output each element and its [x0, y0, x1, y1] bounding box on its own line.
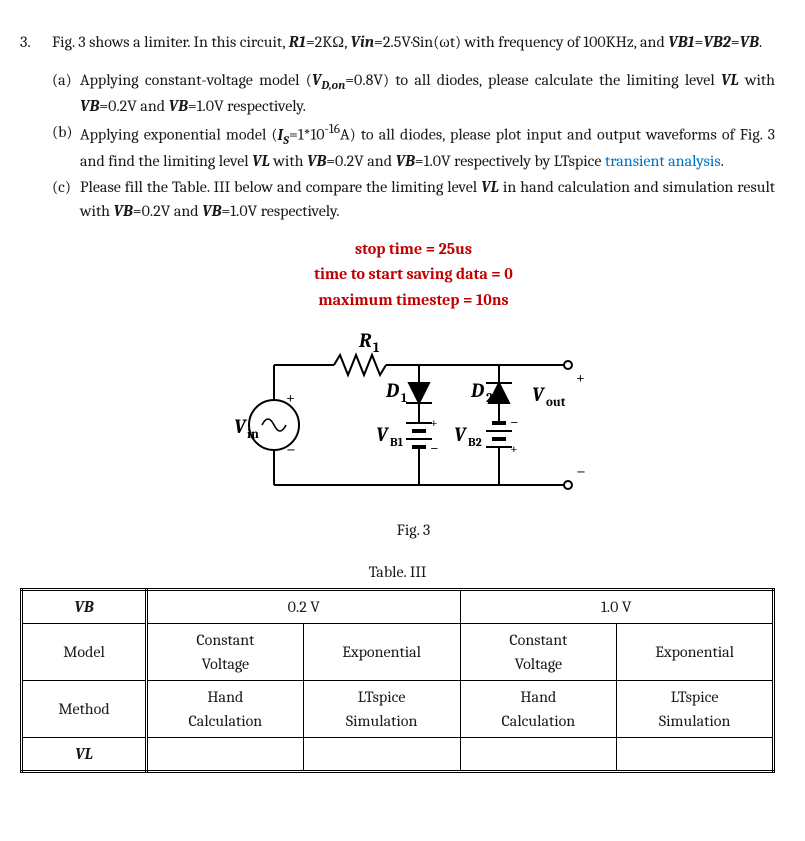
- cell-empty: [460, 738, 617, 772]
- cell-hand: HandCalculation: [460, 681, 617, 738]
- simulation-params: stop time = 25us time to start saving da…: [52, 237, 775, 314]
- svg-text:V: V: [454, 423, 468, 446]
- cell-cv: ConstantVoltage: [147, 624, 304, 681]
- svg-text:+: +: [286, 389, 295, 407]
- header-vb2: 1.0 V: [460, 590, 774, 624]
- part-c: (c) Please fill the Table. III below and…: [52, 175, 775, 223]
- circuit-svg: R 1 V in + − D 1 D 2 V B1 + − V B2 − + V…: [224, 325, 604, 505]
- sub-parts: (a) Applying constant-voltage model (VD,…: [52, 68, 775, 223]
- svg-text:B1: B1: [390, 435, 404, 449]
- part-b: (b) Applying exponential model (IS=1*10-…: [52, 120, 775, 173]
- svg-text:−: −: [286, 439, 296, 460]
- cell-empty: [147, 738, 304, 772]
- svg-text:−: −: [576, 461, 586, 482]
- table-row: Model ConstantVoltage Exponential Consta…: [22, 624, 774, 681]
- part-text: Applying exponential model (IS=1*10-16A)…: [80, 120, 775, 173]
- svg-text:V: V: [234, 415, 248, 438]
- svg-text:R: R: [358, 329, 372, 352]
- svg-text:V: V: [532, 383, 546, 406]
- cell-empty: [617, 738, 774, 772]
- svg-text:+: +: [430, 414, 438, 431]
- table-row: VB 0.2 V 1.0 V: [22, 590, 774, 624]
- cell-empty: [303, 738, 460, 772]
- sim-line-2: time to start saving data = 0: [52, 262, 775, 288]
- svg-text:1: 1: [373, 339, 380, 356]
- question-intro: Fig. 3 shows a limiter. In this circuit,…: [52, 30, 775, 54]
- svg-text:B2: B2: [468, 435, 482, 449]
- table-row: VL: [22, 738, 774, 772]
- table-row: Method HandCalculation LTspiceSimulation…: [22, 681, 774, 738]
- table-caption: Table. III: [20, 560, 775, 584]
- circuit-diagram: R 1 V in + − D 1 D 2 V B1 + − V B2 − + V…: [52, 325, 775, 512]
- svg-text:+: +: [510, 440, 518, 457]
- header-vl: VL: [22, 738, 147, 772]
- sim-line-3: maximum timestep = 10ns: [52, 288, 775, 314]
- part-tag: (b): [52, 120, 80, 173]
- part-tag: (c): [52, 175, 80, 223]
- header-vb: VB: [22, 590, 147, 624]
- question-3: 3. Fig. 3 shows a limiter. In this circu…: [20, 30, 775, 554]
- sim-line-1: stop time = 25us: [52, 237, 775, 263]
- header-vb1: 0.2 V: [147, 590, 461, 624]
- cell-exp: Exponential: [303, 624, 460, 681]
- svg-text:D: D: [385, 379, 399, 402]
- cell-hand: HandCalculation: [147, 681, 304, 738]
- svg-text:−: −: [430, 439, 439, 457]
- svg-text:V: V: [376, 423, 390, 446]
- question-number: 3.: [20, 30, 52, 554]
- svg-text:−: −: [510, 413, 519, 431]
- svg-text:D: D: [470, 379, 484, 402]
- question-body: Fig. 3 shows a limiter. In this circuit,…: [52, 30, 775, 554]
- results-table: VB 0.2 V 1.0 V Model ConstantVoltage Exp…: [20, 588, 775, 773]
- svg-text:in: in: [247, 427, 259, 442]
- cell-lts: LTspiceSimulation: [303, 681, 460, 738]
- figure-caption: Fig. 3: [52, 518, 775, 542]
- svg-text:out: out: [546, 395, 566, 410]
- part-tag: (a): [52, 68, 80, 118]
- header-method: Method: [22, 681, 147, 738]
- svg-text:1: 1: [401, 391, 407, 406]
- part-a: (a) Applying constant-voltage model (VD,…: [52, 68, 775, 118]
- cell-cv: ConstantVoltage: [460, 624, 617, 681]
- part-text: Applying constant-voltage model (VD,on=0…: [80, 68, 775, 118]
- cell-exp: Exponential: [617, 624, 774, 681]
- cell-lts: LTspiceSimulation: [617, 681, 774, 738]
- part-text: Please fill the Table. III below and com…: [80, 175, 775, 223]
- svg-text:+: +: [576, 369, 585, 387]
- svg-text:2: 2: [486, 391, 493, 406]
- header-model: Model: [22, 624, 147, 681]
